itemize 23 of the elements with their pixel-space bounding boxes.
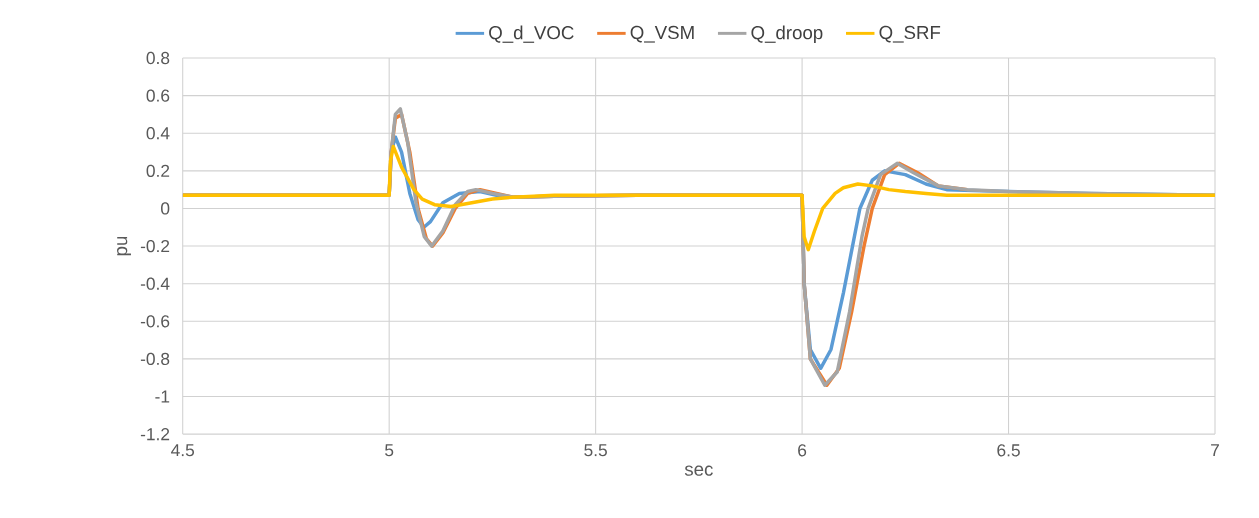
y-tick-label: -0.4 xyxy=(140,277,170,290)
x-tick-label: 6.5 xyxy=(997,444,1020,457)
x-axis-title: sec xyxy=(684,465,713,476)
y-tick-label: 0.8 xyxy=(146,51,170,65)
y-tick-label: 0.6 xyxy=(146,89,170,102)
x-tick-label: 5 xyxy=(385,444,394,457)
legend-label: Q_VSM xyxy=(630,25,694,43)
y-tick-label: -1 xyxy=(155,390,170,403)
x-tick-label: 4.5 xyxy=(171,444,195,457)
y-tick-label: 0.2 xyxy=(146,164,170,177)
y-axis-title: pu xyxy=(117,236,131,256)
x-tick-label: 5.5 xyxy=(584,444,607,457)
legend-label: Q_droop xyxy=(751,25,823,43)
x-tick-label: 6 xyxy=(798,444,807,457)
legend-label: Q_d_VOC xyxy=(489,25,574,43)
y-tick-label: -1.2 xyxy=(140,428,170,441)
legend-label: Q_SRF xyxy=(879,25,941,43)
x-tick-label: 7 xyxy=(1211,444,1219,457)
y-tick-label: -0.2 xyxy=(140,239,170,253)
y-tick-label: 0 xyxy=(161,202,170,215)
y-tick-label: -0.6 xyxy=(140,315,170,328)
y-tick-label: 0.4 xyxy=(146,127,170,140)
y-tick-label: -0.8 xyxy=(140,352,170,365)
